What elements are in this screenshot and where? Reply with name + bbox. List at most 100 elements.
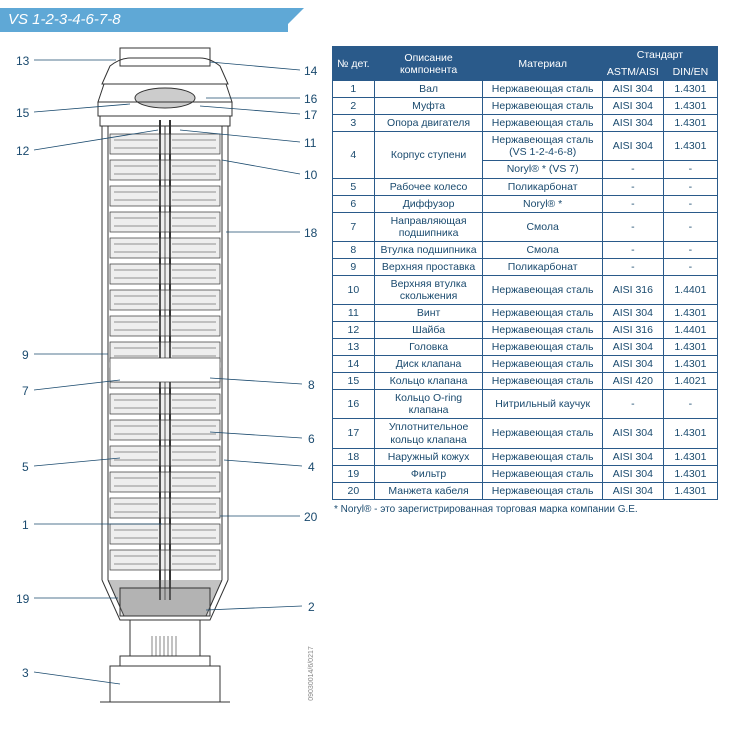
table-row: 1ВалНержавеющая стальAISI 3041.4301 (333, 81, 718, 98)
part-num: 4 (333, 132, 375, 178)
part-num: 16 (333, 390, 375, 419)
part-din: - (663, 241, 717, 258)
callout-9: 9 (22, 348, 29, 362)
table-row: 7Направляющая подшипникаСмола-- (333, 212, 718, 241)
part-din: - (663, 258, 717, 275)
part-din: 1.4301 (663, 81, 717, 98)
callout-1: 1 (22, 518, 29, 532)
part-mat: Нержавеющая сталь (483, 339, 602, 356)
part-desc: Верхняя проставка (374, 258, 483, 275)
model-title: VS 1-2-3-4-6-7-8 (0, 8, 288, 32)
part-desc: Вал (374, 81, 483, 98)
part-num: 5 (333, 178, 375, 195)
part-din: 1.4401 (663, 275, 717, 304)
part-din: - (663, 212, 717, 241)
part-mat: Нитрильный каучук (483, 390, 602, 419)
part-astm: - (602, 390, 663, 419)
part-astm: AISI 304 (602, 448, 663, 465)
part-mat: Нержавеющая сталь (483, 305, 602, 322)
part-mat: Смола (483, 212, 602, 241)
part-desc: Винт (374, 305, 483, 322)
part-din: 1.4301 (663, 339, 717, 356)
th-num: № дет. (333, 47, 375, 81)
callout-11: 11 (304, 136, 316, 150)
part-desc: Направляющая подшипника (374, 212, 483, 241)
part-astm: AISI 304 (602, 482, 663, 499)
callout-14: 14 (304, 64, 317, 78)
callout-16: 16 (304, 92, 317, 106)
table-row: 11ВинтНержавеющая стальAISI 3041.4301 (333, 305, 718, 322)
part-astm: AISI 304 (602, 81, 663, 98)
part-din: 1.4301 (663, 132, 717, 161)
part-din: 1.4301 (663, 482, 717, 499)
part-din: - (663, 390, 717, 419)
part-mat: Нержавеющая сталь (483, 448, 602, 465)
part-num: 8 (333, 241, 375, 258)
part-mat: Нержавеющая сталь (483, 356, 602, 373)
part-desc: Опора двигателя (374, 115, 483, 132)
part-din: 1.4301 (663, 448, 717, 465)
table-row: 9Верхняя проставкаПоликарбонат-- (333, 258, 718, 275)
part-mat: Смола (483, 241, 602, 258)
part-astm: AISI 304 (602, 419, 663, 448)
part-mat: Нержавеющая сталь (483, 373, 602, 390)
part-astm: AISI 304 (602, 339, 663, 356)
part-desc: Головка (374, 339, 483, 356)
part-desc: Корпус ступени (374, 132, 483, 178)
part-desc: Фильтр (374, 465, 483, 482)
part-desc: Верхняя втулка скольжения (374, 275, 483, 304)
part-num: 9 (333, 258, 375, 275)
part-mat: Нержавеющая сталь (483, 115, 602, 132)
part-mat: Нержавеющая сталь (483, 81, 602, 98)
model-header: VS 1-2-3-4-6-7-8 (0, 8, 320, 32)
part-desc: Муфта (374, 98, 483, 115)
part-astm: AISI 304 (602, 305, 663, 322)
table-row: 3Опора двигателяНержавеющая стальAISI 30… (333, 115, 718, 132)
table-row: 20Манжета кабеляНержавеющая стальAISI 30… (333, 482, 718, 499)
part-astm: - (602, 241, 663, 258)
part-astm: AISI 316 (602, 322, 663, 339)
table-row: 18Наружный кожухНержавеющая стальAISI 30… (333, 448, 718, 465)
part-din: 1.4301 (663, 465, 717, 482)
part-din: 1.4301 (663, 115, 717, 132)
table-row: 5Рабочее колесоПоликарбонат-- (333, 178, 718, 195)
part-astm: AISI 420 (602, 373, 663, 390)
callout-20: 20 (304, 510, 317, 524)
part-num: 6 (333, 195, 375, 212)
callout-6: 6 (308, 432, 315, 446)
part-num: 18 (333, 448, 375, 465)
part-num: 2 (333, 98, 375, 115)
callout-15: 15 (16, 106, 29, 120)
part-astm: AISI 316 (602, 275, 663, 304)
th-din: DIN/EN (663, 64, 717, 81)
callout-12: 12 (16, 144, 29, 158)
pump-svg (10, 40, 320, 720)
table-footnote: * Noryl® - это зарегистрированная торгов… (332, 504, 718, 515)
part-astm: AISI 304 (602, 98, 663, 115)
th-mat: Материал (483, 47, 602, 81)
table-row: 14Диск клапанаНержавеющая стальAISI 3041… (333, 356, 718, 373)
part-mat: Нержавеющая сталь (VS 1-2-4-6-8) (483, 132, 602, 161)
part-astm: - (602, 212, 663, 241)
table-row: 12ШайбаНержавеющая стальAISI 3161.4401 (333, 322, 718, 339)
callout-3: 3 (22, 666, 29, 680)
th-desc: Описание компонента (374, 47, 483, 81)
table-row: 19ФильтрНержавеющая стальAISI 3041.4301 (333, 465, 718, 482)
part-din: 1.4021 (663, 373, 717, 390)
part-num: 19 (333, 465, 375, 482)
part-astm: AISI 304 (602, 356, 663, 373)
callout-4: 4 (308, 460, 315, 474)
part-num: 7 (333, 212, 375, 241)
header-triangle (280, 8, 304, 32)
part-din: - (663, 178, 717, 195)
callout-17: 17 (304, 108, 317, 122)
part-din: 1.4301 (663, 419, 717, 448)
part-desc: Шайба (374, 322, 483, 339)
th-std: Стандарт (602, 47, 717, 64)
part-din: 1.4301 (663, 356, 717, 373)
part-mat: Нержавеющая сталь (483, 482, 602, 499)
part-desc: Кольцо O-ring клапана (374, 390, 483, 419)
part-num: 17 (333, 419, 375, 448)
table-row: 16Кольцо O-ring клапанаНитрильный каучук… (333, 390, 718, 419)
part-astm: AISI 304 (602, 465, 663, 482)
